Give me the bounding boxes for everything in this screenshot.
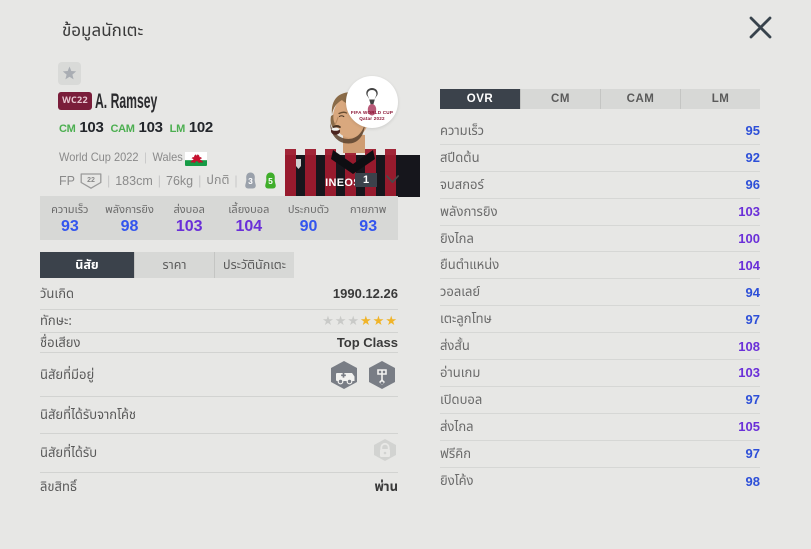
svg-text:3: 3 (248, 176, 253, 186)
svg-text:5: 5 (268, 176, 273, 186)
svg-text:22: 22 (87, 176, 95, 183)
